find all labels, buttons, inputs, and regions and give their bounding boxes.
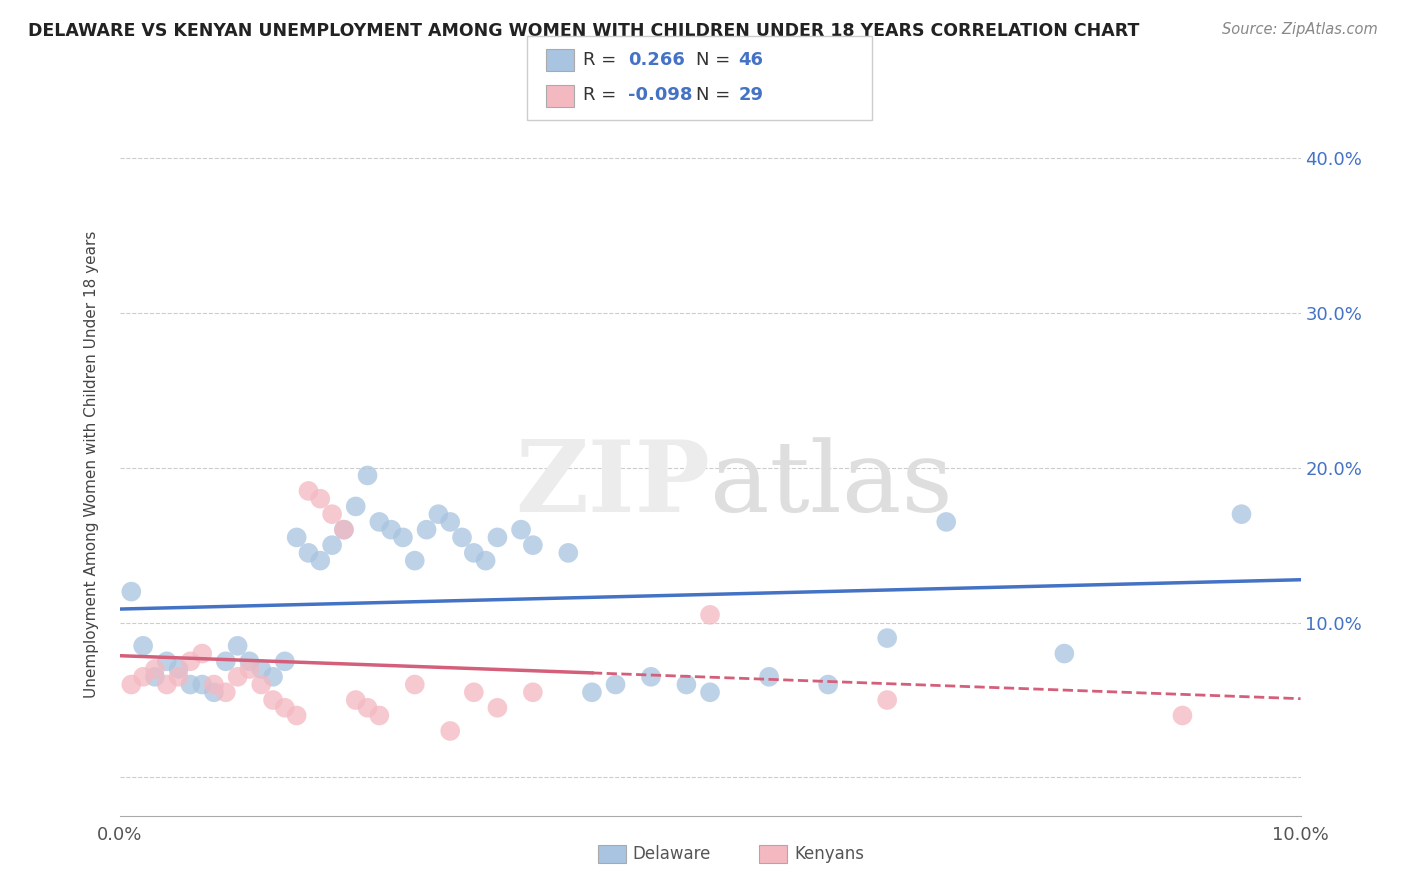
Point <box>191 647 214 661</box>
Point <box>1053 647 1076 661</box>
Point <box>250 677 273 691</box>
Point <box>333 523 356 537</box>
Point <box>333 523 356 537</box>
Point <box>817 677 839 691</box>
Point <box>262 670 284 684</box>
Point <box>427 507 450 521</box>
Point <box>675 677 697 691</box>
Point <box>120 584 142 599</box>
Point <box>451 530 474 544</box>
Point <box>285 530 308 544</box>
Point <box>935 515 957 529</box>
Point <box>238 654 260 668</box>
Point <box>321 538 343 552</box>
Point <box>132 639 155 653</box>
Point <box>640 670 662 684</box>
Point <box>262 693 284 707</box>
Text: Delaware: Delaware <box>633 845 711 863</box>
Point <box>321 507 343 521</box>
Point <box>463 685 485 699</box>
Text: Source: ZipAtlas.com: Source: ZipAtlas.com <box>1222 22 1378 37</box>
Point <box>1230 507 1253 521</box>
Text: R =: R = <box>583 87 617 104</box>
Point <box>238 662 260 676</box>
Point <box>368 515 391 529</box>
Point <box>439 724 461 739</box>
Point <box>156 677 179 691</box>
Text: 46: 46 <box>738 51 763 69</box>
Text: atlas: atlas <box>710 437 953 533</box>
Point <box>758 670 780 684</box>
Point <box>699 685 721 699</box>
Point <box>699 607 721 622</box>
Point <box>297 546 319 560</box>
Point <box>510 523 533 537</box>
Point <box>415 523 437 537</box>
Point <box>876 693 898 707</box>
Point <box>297 483 319 498</box>
Point <box>274 700 297 714</box>
Text: N =: N = <box>696 87 730 104</box>
Point <box>356 700 378 714</box>
Point <box>132 670 155 684</box>
Point <box>167 662 190 676</box>
Point <box>191 677 214 691</box>
Text: -0.098: -0.098 <box>628 87 693 104</box>
Point <box>179 654 201 668</box>
Point <box>202 685 225 699</box>
Text: N =: N = <box>696 51 730 69</box>
Point <box>404 554 426 568</box>
Point <box>605 677 627 691</box>
Point <box>344 500 367 514</box>
Point <box>486 530 509 544</box>
Point <box>439 515 461 529</box>
Point <box>486 700 509 714</box>
Point <box>143 670 166 684</box>
Point <box>226 639 249 653</box>
Point <box>522 538 544 552</box>
Point <box>285 708 308 723</box>
Point <box>581 685 603 699</box>
Point <box>156 654 179 668</box>
Point <box>557 546 579 560</box>
Text: 29: 29 <box>738 87 763 104</box>
Point <box>368 708 391 723</box>
Point <box>179 677 201 691</box>
Point <box>344 693 367 707</box>
Point <box>404 677 426 691</box>
Point <box>250 662 273 676</box>
Point <box>274 654 297 668</box>
Point <box>309 554 332 568</box>
Point <box>309 491 332 506</box>
Point <box>474 554 496 568</box>
Point <box>463 546 485 560</box>
Text: Kenyans: Kenyans <box>794 845 865 863</box>
Point <box>215 654 238 668</box>
Point <box>356 468 378 483</box>
Point <box>202 677 225 691</box>
Point <box>215 685 238 699</box>
Text: ZIP: ZIP <box>515 436 710 533</box>
Point <box>392 530 415 544</box>
Point <box>143 662 166 676</box>
Point <box>120 677 142 691</box>
Text: 0.266: 0.266 <box>628 51 685 69</box>
Point <box>167 670 190 684</box>
Text: DELAWARE VS KENYAN UNEMPLOYMENT AMONG WOMEN WITH CHILDREN UNDER 18 YEARS CORRELA: DELAWARE VS KENYAN UNEMPLOYMENT AMONG WO… <box>28 22 1139 40</box>
Point <box>522 685 544 699</box>
Y-axis label: Unemployment Among Women with Children Under 18 years: Unemployment Among Women with Children U… <box>84 230 98 698</box>
Point <box>1171 708 1194 723</box>
Point <box>876 631 898 645</box>
Point <box>226 670 249 684</box>
Point <box>380 523 402 537</box>
Text: R =: R = <box>583 51 617 69</box>
